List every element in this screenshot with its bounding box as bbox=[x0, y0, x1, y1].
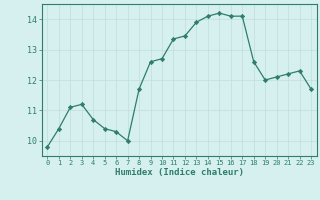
X-axis label: Humidex (Indice chaleur): Humidex (Indice chaleur) bbox=[115, 168, 244, 177]
